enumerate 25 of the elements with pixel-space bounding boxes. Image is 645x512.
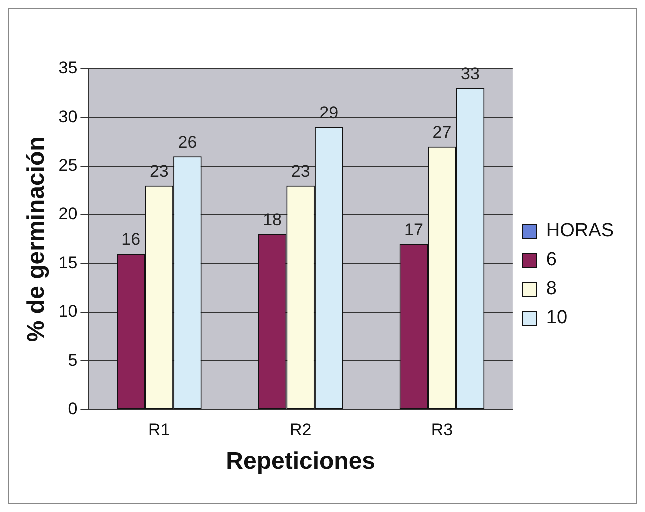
y-tick-label: 30 (58, 107, 78, 126)
y-tick-label: 25 (58, 156, 78, 176)
y-tick-label: 35 (58, 58, 78, 78)
x-tick-label: R2 (290, 420, 312, 440)
x-axis-title: Repeticiones (226, 448, 376, 476)
y-tick-label: 0 (68, 399, 78, 418)
legend-label: 6 (546, 250, 558, 271)
legend-label: 10 (546, 308, 568, 329)
x-tick-label: R1 (148, 420, 170, 440)
data-label: 33 (461, 64, 480, 84)
x-tick-label: R3 (431, 420, 454, 440)
data-label: 23 (291, 162, 310, 182)
data-label: 26 (178, 132, 198, 152)
y-tick-label: 15 (58, 253, 78, 272)
data-label: 18 (263, 210, 282, 230)
data-label: 27 (432, 123, 452, 142)
y-tick-label: 10 (58, 302, 78, 322)
data-label: 17 (404, 220, 424, 240)
legend-label: 8 (546, 278, 558, 300)
data-label: 23 (150, 162, 169, 182)
y-axis-title: % de germinación (23, 136, 50, 342)
y-tick-label: 5 (68, 350, 78, 370)
data-label: 16 (122, 230, 141, 250)
legend-label: HORAS (546, 220, 614, 242)
y-tick-label: 20 (58, 204, 78, 224)
